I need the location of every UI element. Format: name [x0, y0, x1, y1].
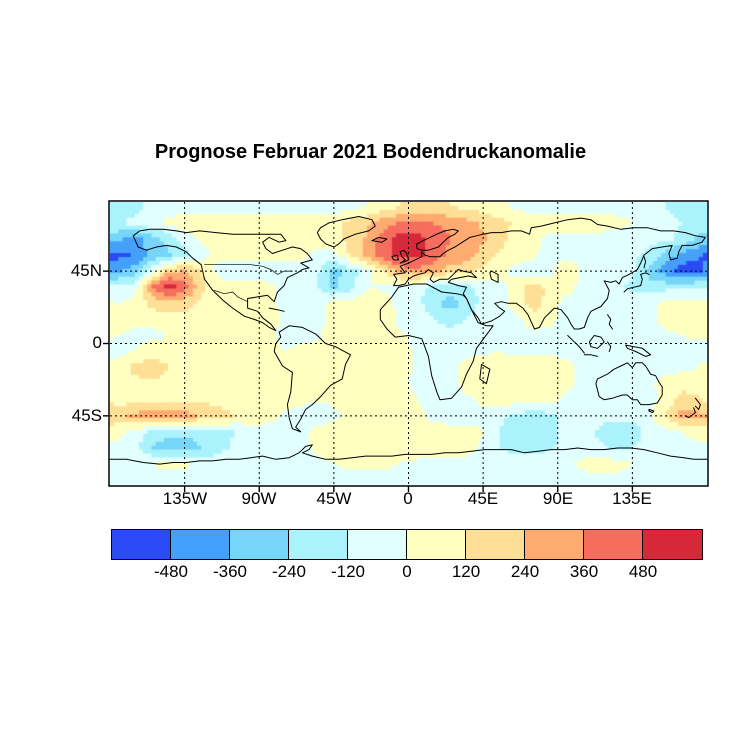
x-axis-label-135e: 135E	[612, 489, 652, 508]
colorbar-cell-1	[171, 530, 230, 559]
colorbar-label-n120: -120	[330, 562, 366, 581]
x-axis-label-45w: 45W	[316, 489, 352, 508]
colorbar-cell-5	[407, 530, 466, 559]
colorbar	[111, 529, 703, 560]
colorbar-label-360: 360	[569, 562, 599, 581]
anomaly-field-canvas	[110, 202, 707, 485]
colorbar-cell-3	[289, 530, 348, 559]
colorbar-cell-8	[584, 530, 643, 559]
y-axis-label-45s: 45S	[71, 406, 102, 425]
colorbar-label-n360: -360	[212, 562, 248, 581]
y-axis-label-0: 0	[92, 333, 102, 352]
x-axis-label-90w: 90W	[241, 489, 277, 508]
x-axis-label-90e: 90E	[542, 489, 574, 508]
colorbar-cell-4	[348, 530, 407, 559]
colorbar-cell-0	[112, 530, 171, 559]
colorbar-label-480: 480	[628, 562, 658, 581]
x-axis-label-0: 0	[403, 489, 413, 508]
x-axis-label-135w: 135W	[162, 489, 208, 508]
y-axis-label-45n: 45N	[70, 261, 102, 280]
colorbar-label-n480: -480	[153, 562, 189, 581]
colorbar-label-n240: -240	[271, 562, 307, 581]
colorbar-label-240: 240	[510, 562, 540, 581]
colorbar-label-0: 0	[402, 562, 412, 581]
chart-title: Prognose Februar 2021 Bodendruckanomalie	[154, 141, 587, 163]
colorbar-label-120: 120	[451, 562, 481, 581]
colorbar-cell-9	[643, 530, 702, 559]
colorbar-cell-7	[525, 530, 584, 559]
colorbar-cell-6	[466, 530, 525, 559]
colorbar-cell-2	[230, 530, 289, 559]
x-axis-label-45e: 45E	[467, 489, 499, 508]
